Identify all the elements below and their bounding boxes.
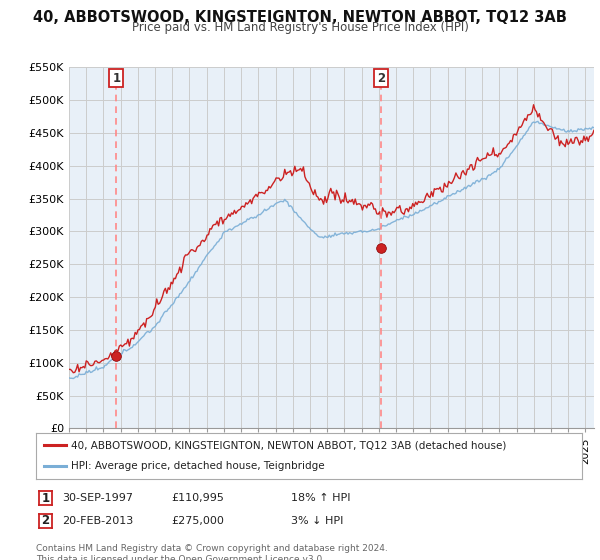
Text: £110,995: £110,995	[171, 493, 224, 503]
Text: HPI: Average price, detached house, Teignbridge: HPI: Average price, detached house, Teig…	[71, 461, 325, 472]
Text: £275,000: £275,000	[171, 516, 224, 526]
Text: 18% ↑ HPI: 18% ↑ HPI	[291, 493, 350, 503]
Text: Contains HM Land Registry data © Crown copyright and database right 2024.
This d: Contains HM Land Registry data © Crown c…	[36, 544, 388, 560]
Text: Price paid vs. HM Land Registry's House Price Index (HPI): Price paid vs. HM Land Registry's House …	[131, 21, 469, 34]
Text: 20-FEB-2013: 20-FEB-2013	[62, 516, 133, 526]
Text: 30-SEP-1997: 30-SEP-1997	[62, 493, 133, 503]
Text: 3% ↓ HPI: 3% ↓ HPI	[291, 516, 343, 526]
Text: 40, ABBOTSWOOD, KINGSTEIGNTON, NEWTON ABBOT, TQ12 3AB (detached house): 40, ABBOTSWOOD, KINGSTEIGNTON, NEWTON AB…	[71, 440, 507, 450]
Text: 1: 1	[112, 72, 121, 85]
Text: 2: 2	[41, 514, 50, 527]
Text: 1: 1	[41, 492, 50, 505]
Text: 40, ABBOTSWOOD, KINGSTEIGNTON, NEWTON ABBOT, TQ12 3AB: 40, ABBOTSWOOD, KINGSTEIGNTON, NEWTON AB…	[33, 10, 567, 25]
Text: 2: 2	[377, 72, 385, 85]
